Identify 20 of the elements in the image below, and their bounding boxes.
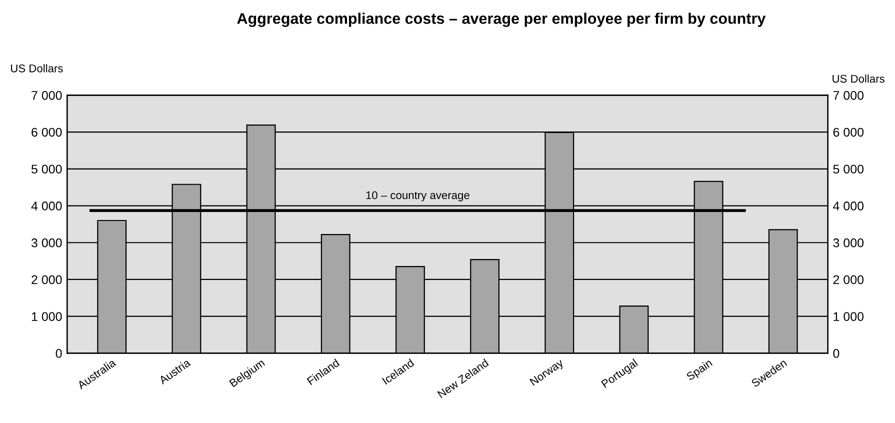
y-tick-label: 2 000 — [32, 275, 62, 284]
y-tick-label: 7 000 — [32, 90, 62, 100]
y2-axis-title: US Dollars — [832, 74, 884, 83]
y2-tick-label: 1 000 — [834, 312, 864, 321]
y2-tick-label: 5 000 — [833, 164, 864, 174]
y-tick-label: 4 000 — [31, 202, 62, 210]
y2-tick-label: 7 000 — [833, 90, 864, 100]
y2-tick-label: 4 000 — [833, 202, 864, 210]
y-tick-label: 3 000 — [31, 238, 62, 248]
y2-tick-label: 0 — [833, 349, 840, 358]
chart-title: Aggregate compliance costs – average per employee per firm by country — [237, 12, 766, 27]
y-tick-label: 6 000 — [32, 128, 62, 137]
y-tick-label: 5 000 — [31, 164, 62, 174]
y-tick-label: 1 000 — [32, 312, 62, 321]
y2-tick-label: 6 000 — [833, 128, 864, 137]
ref-line-label: 10 – country average — [366, 191, 470, 202]
y2-tick-label: 3 000 — [833, 238, 864, 248]
y-tick-label: 0 — [56, 349, 62, 358]
y-axis-title: US Dollars — [11, 64, 63, 72]
y2-tick-label: 2 000 — [833, 275, 864, 284]
